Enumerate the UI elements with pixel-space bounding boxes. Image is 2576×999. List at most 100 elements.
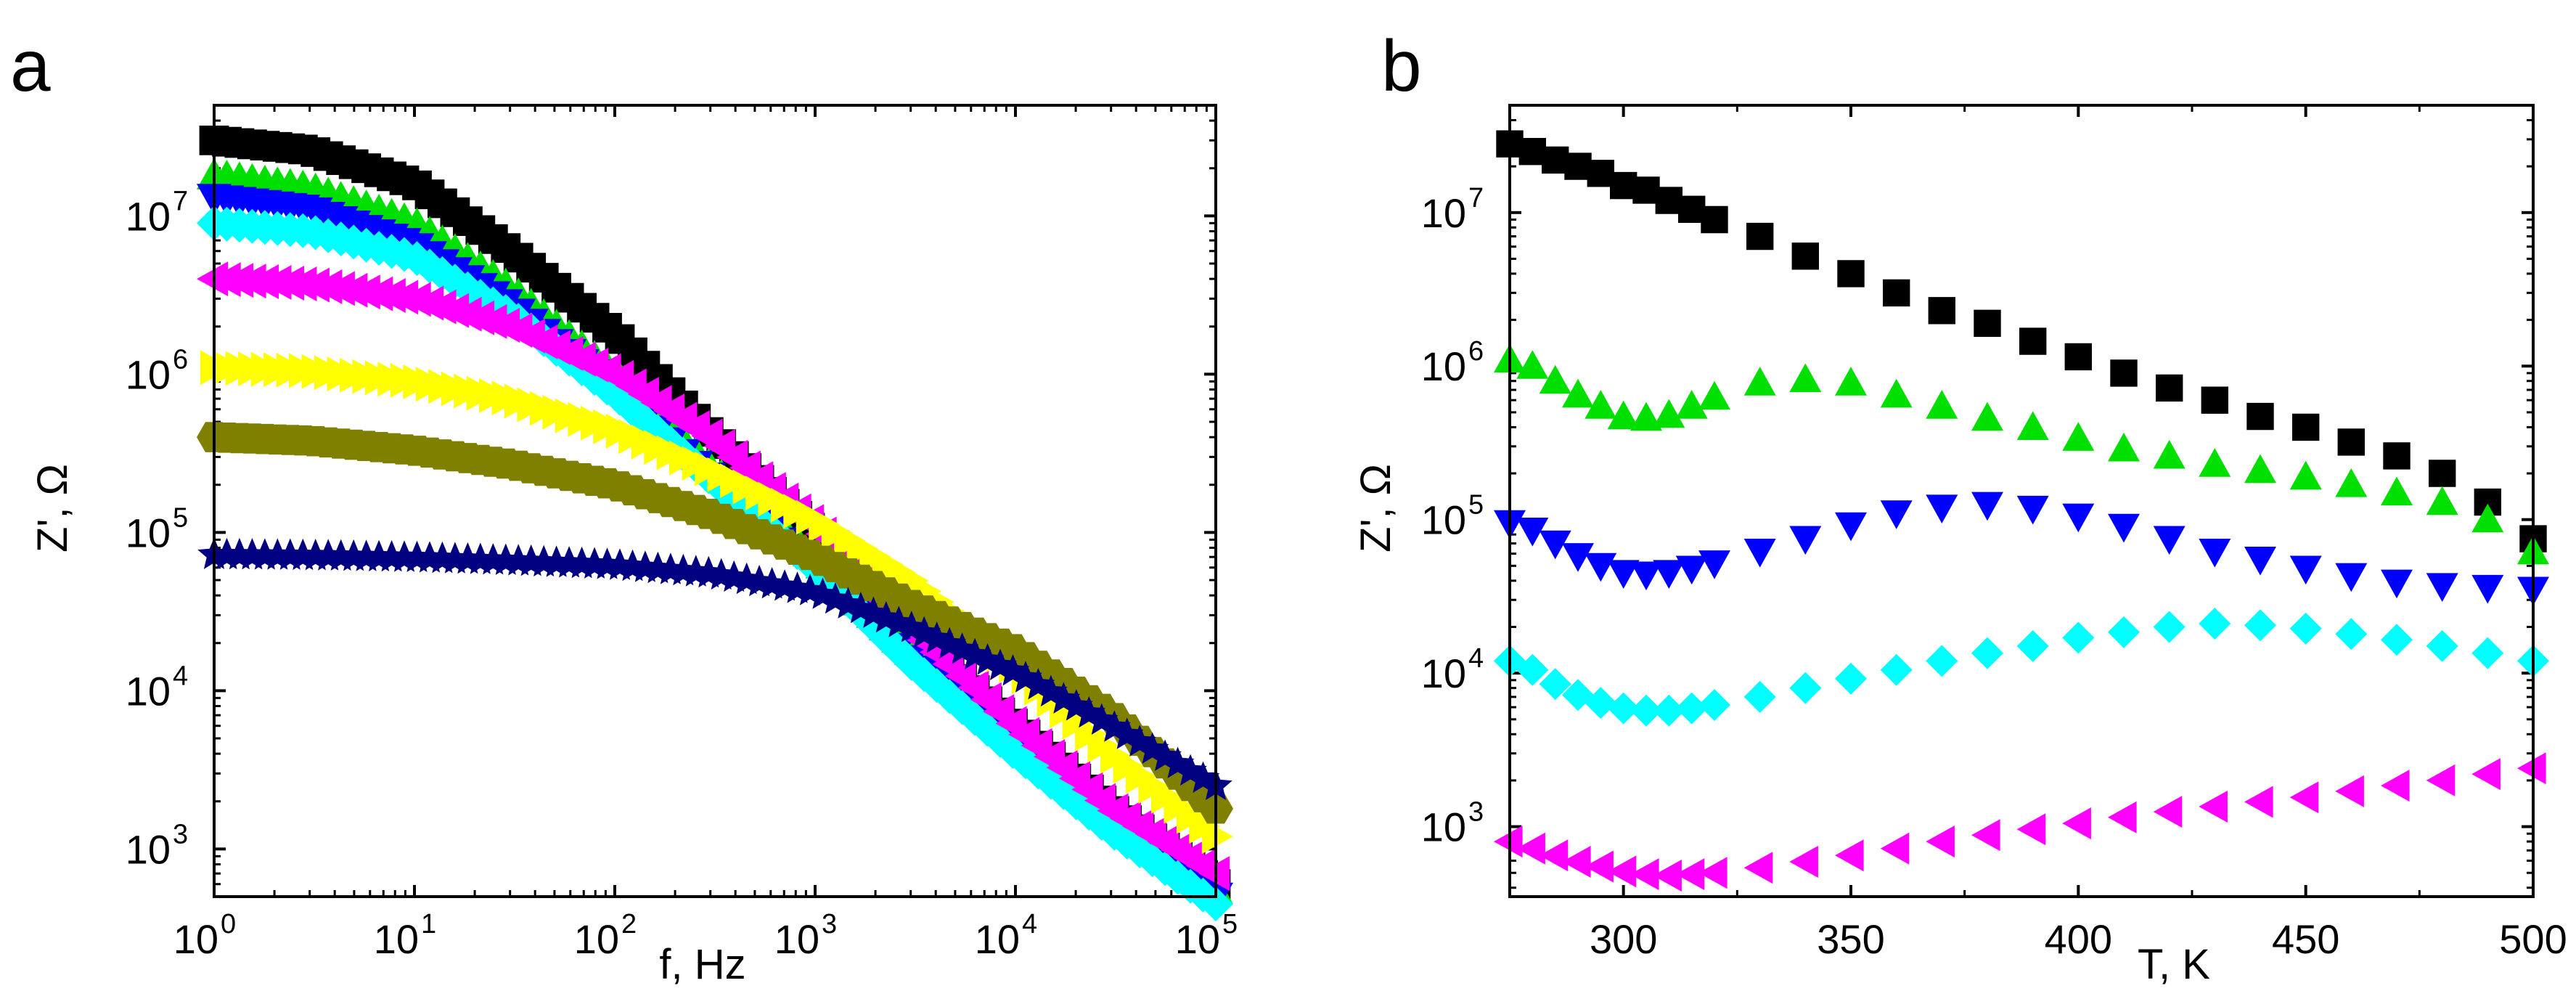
panel-b-point-black: [1701, 205, 1728, 234]
panel-b-ytick-label: 10: [1421, 804, 1466, 850]
panel-b-point-green: [2108, 432, 2140, 462]
panel-b-point-black: [1542, 146, 1569, 174]
panel-b-point-green: [1835, 367, 1867, 396]
panel-a-xtick-exp: 1: [421, 909, 436, 939]
panel-b-point-magenta: [2016, 813, 2046, 846]
panel-b-letter: b: [1381, 25, 1422, 107]
panel-a-point-magenta: [348, 274, 380, 310]
panel-b-point-green: [1789, 363, 1822, 393]
panel-b-point-magenta: [1516, 832, 1545, 865]
panel-b-point-magenta: [1789, 846, 1818, 878]
panel-b-point-green: [1585, 390, 1617, 419]
panel-b-point-blue: [2016, 495, 2049, 525]
panel-b-point-blue: [1926, 494, 1958, 523]
panel-a-xtick-label: 10: [173, 916, 218, 962]
panel-b-point-magenta: [2335, 775, 2364, 807]
panel-b-point-black: [1791, 242, 1819, 270]
panel-b-point-black: [2201, 386, 2228, 414]
panel-a-ylabel: Z', Ω: [29, 464, 76, 552]
panel-b-point-magenta: [1539, 839, 1569, 872]
panel-b-point-green: [2244, 454, 2276, 484]
panel-b-point-black: [2110, 359, 2138, 387]
panel-b-point-blue: [2062, 503, 2095, 533]
panel-b-point-magenta: [1562, 846, 1591, 878]
panel-a-ytick-label: 10: [126, 193, 171, 239]
panel-b-point-green: [1880, 378, 1913, 408]
panel-b-point-green: [1698, 380, 1730, 410]
panel-b-point-cyan: [2199, 608, 2231, 640]
panel-b-point-magenta: [2199, 791, 2228, 823]
panel-b-point-cyan: [2244, 609, 2276, 642]
panel-b-ytick-exp: 4: [1468, 643, 1484, 674]
panel-a-ytick-exp: 5: [173, 502, 188, 533]
panel-b-point-green: [1630, 401, 1662, 431]
panel-b-point-magenta: [1743, 852, 1773, 884]
panel-b-point-blue: [2244, 547, 2276, 576]
panel-b-point-magenta: [2244, 786, 2273, 818]
panel-b-point-blue: [1516, 518, 1549, 547]
panel-b-ytick-exp: 5: [1468, 490, 1484, 521]
panel-b-xtick-label: 350: [1817, 916, 1884, 962]
panel-b-point-green: [2471, 503, 2504, 533]
panel-b-ytick-label: 10: [1421, 651, 1466, 696]
panel-a-point-magenta: [374, 278, 406, 313]
panel-b-point-cyan: [1743, 680, 1776, 713]
panel-b-point-cyan: [1926, 645, 1958, 677]
panel-b-xlabel: T, K: [2138, 941, 2210, 988]
panel-b-point-magenta: [1653, 860, 1682, 892]
panel-a-xlabel: f, Hz: [659, 941, 745, 988]
panel-b-point-black: [1655, 187, 1682, 214]
panel-a-point-magenta: [361, 276, 393, 311]
panel-a-xtick-exp: 4: [1022, 909, 1037, 939]
panel-a-point-magenta: [1198, 856, 1230, 892]
panel-a-xtick-exp: 2: [621, 909, 637, 939]
panel-b-point-cyan: [1971, 637, 2003, 669]
panel-b-point-magenta: [2517, 752, 2546, 785]
panel-a-ytick-exp: 7: [173, 186, 188, 216]
panel-a-point-magenta: [298, 267, 330, 303]
panel-b-point-black: [1587, 160, 1614, 187]
panel-b-point-green: [1675, 390, 1708, 419]
panel-b-point-cyan: [1653, 694, 1685, 727]
panel-b-point-black: [1610, 171, 1637, 200]
panel-b-point-blue: [1539, 530, 1571, 560]
panel-b-point-cyan: [2426, 629, 2458, 662]
panel-a-xtick-label: 10: [374, 916, 419, 962]
panel-b-point-blue: [2108, 513, 2140, 543]
panel-b-point-green: [2381, 476, 2413, 506]
panel-b-point-blue: [1698, 550, 1730, 579]
panel-a-ytick-label: 10: [126, 826, 171, 872]
panel-b-point-blue: [2426, 573, 2458, 602]
panel-b-point-black: [1974, 309, 2001, 337]
panel-b-series-blue: [1494, 492, 2549, 606]
panel-b-series-magenta: [1494, 752, 2546, 892]
panel-b-point-magenta: [2062, 807, 2091, 840]
panel-b-point-green: [2335, 468, 2368, 497]
panel-a-xtick-label: 10: [1175, 916, 1220, 962]
panel-b-point-black: [1928, 297, 1955, 325]
panel-a-point-cyan: [970, 711, 1005, 747]
panel-b-point-cyan: [2471, 637, 2504, 669]
panel-b-point-blue: [1971, 492, 2003, 521]
panel-b-point-black: [2337, 428, 2365, 456]
panel-b-point-green: [1926, 390, 1958, 419]
panel-b-point-blue: [2199, 539, 2231, 568]
panel-b-point-cyan: [2153, 611, 2185, 643]
panel-b-point-magenta: [1675, 858, 1705, 891]
panel-b-point-cyan: [1675, 692, 1708, 725]
panel-b-point-green: [2289, 460, 2322, 490]
panel-b-ytick-label: 10: [1421, 343, 1466, 389]
panel-b-point-cyan: [1630, 694, 1662, 727]
panel-b-point-black: [2019, 327, 2047, 355]
panel-b-point-magenta: [2153, 796, 2183, 828]
panel-b-point-black: [1564, 152, 1592, 180]
panel-b-point-magenta: [1607, 855, 1637, 888]
panel-b-point-green: [1562, 378, 1594, 408]
panel-b-xtick-label: 300: [1590, 916, 1657, 962]
panel-a-marks: [197, 126, 1233, 921]
panel-b-point-green: [2062, 422, 2095, 451]
panel-b-point-magenta: [2381, 770, 2410, 802]
panel-b-point-cyan: [2335, 618, 2368, 651]
